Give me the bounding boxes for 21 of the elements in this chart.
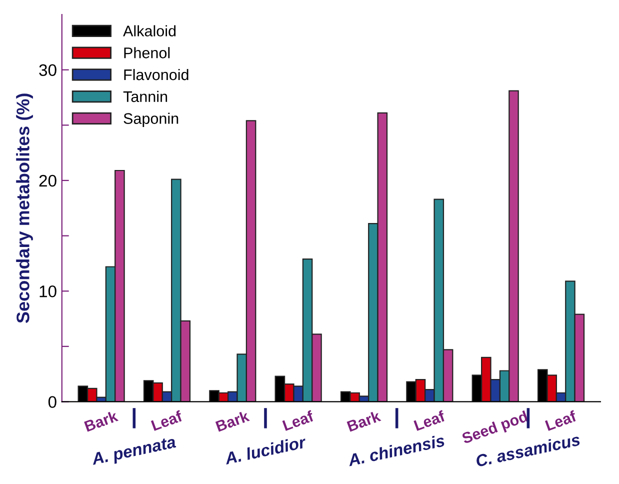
x-tick-label: Bark: [84, 410, 119, 432]
legend-label: Flavonoid: [124, 68, 188, 80]
y-tick-label: 0: [48, 396, 56, 408]
y-tick-label: 20: [39, 174, 56, 187]
text: A. chinensis: [346, 434, 446, 466]
x-tick-label: Leaf: [150, 410, 184, 431]
text: A. pennata: [90, 436, 177, 468]
x-tick-label: Leaf: [544, 410, 578, 431]
legend-label: Tannin: [123, 90, 168, 102]
legend-label: Alkaloid: [123, 25, 176, 36]
y-tick-label: 30: [39, 64, 56, 76]
x-tick-label: Seed pod: [461, 410, 530, 447]
legend-label: Phenol: [124, 47, 170, 58]
y-axis-title: Secondary metabolites (%): [16, 94, 33, 323]
x-tick-label: Leaf: [282, 410, 315, 431]
x-tick-label: Bark: [215, 410, 250, 432]
legend-label: Saponin: [124, 112, 178, 127]
y-tick-label: 10: [40, 285, 56, 298]
text: A. lucidior: [224, 435, 308, 465]
x-tick-label: Leaf: [413, 410, 446, 431]
x-tick-label: Bark: [346, 410, 382, 432]
